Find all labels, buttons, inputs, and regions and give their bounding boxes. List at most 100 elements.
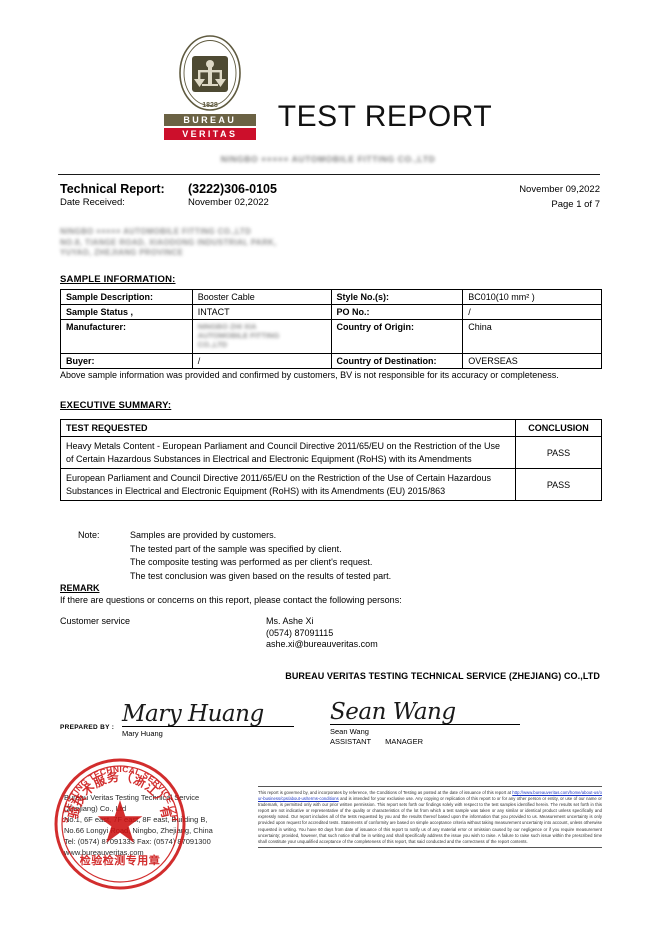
sample-information-table: Sample Description: Booster Cable Style … <box>60 289 602 369</box>
svg-text:1828: 1828 <box>202 102 218 109</box>
manufacturer-value: NINGBO ZHI XIA AUTOMOBILE FITTING CO.,LT… <box>191 319 332 354</box>
style-no-label: Style No.(s): <box>330 289 464 305</box>
note-row: Note: Samples are provided by customers.… <box>78 529 598 583</box>
table-row: European Parliament and Council Directiv… <box>60 468 602 501</box>
executive-summary-heading: EXECUTIVE SUMMARY: <box>60 400 172 411</box>
table-row: Buyer: / Country of Destination: OVERSEA… <box>60 353 602 369</box>
footer-address: Bureau Veritas Testing Technical Service… <box>64 792 264 858</box>
date-received-value: November 02,2022 <box>188 197 269 208</box>
report-meta-right: November 09,2022 Page 1 of 7 <box>519 182 600 212</box>
test-requested-header: TEST REQUESTED <box>60 419 516 437</box>
table-row: Manufacturer: NINGBO ZHI XIA AUTOMOBILE … <box>60 319 602 354</box>
sample-status-value: INTACT <box>191 304 332 320</box>
client-address-line-1: NINGBO ××××× AUTOMOBILE FITTING CO.,LTD <box>60 227 252 236</box>
po-no-label: PO No.: <box>330 304 464 320</box>
date-received-row: Date Received: November 02,2022 <box>60 197 600 208</box>
remark-title: REMARK <box>60 583 100 593</box>
remark-block: REMARK If there are questions or concern… <box>60 583 600 662</box>
conclusion-2: PASS <box>515 468 602 501</box>
bv-wordmark: BUREAU VERITAS <box>163 114 256 140</box>
approver-title-b: MANAGER <box>385 736 424 746</box>
disclaimer-text: This report is governed by, and incorpor… <box>258 790 602 845</box>
table-header-row: TEST REQUESTED CONCLUSION <box>60 419 602 437</box>
client-address-line-3: YUYAO, ZHEJIANG PROVINCE <box>60 248 184 257</box>
conclusion-header: CONCLUSION <box>515 419 602 437</box>
executive-summary-table: TEST REQUESTED CONCLUSION Heavy Metals C… <box>60 419 602 501</box>
contact-name: Ms. Ashe Xi <box>266 616 314 626</box>
footer-address-line: (Zhejiang) Co., Ltd <box>64 804 127 813</box>
country-of-destination-label: Country of Destination: <box>330 353 464 369</box>
legal-disclaimer: This report is governed by, and incorpor… <box>258 786 602 848</box>
client-address-line-2: NO.8, TIANGE ROAD, XIAODONG INDUSTRIAL P… <box>60 237 277 247</box>
disclaimer-part2: and is intended for your exclusive use. … <box>258 796 602 844</box>
buyer-value: / <box>191 353 332 369</box>
note-item: The test conclusion was given based on t… <box>130 570 392 581</box>
country-of-origin-label: Country of Origin: <box>330 319 464 354</box>
footer-address-line: No.1, 6F east, 7F east, 8F east, Buildin… <box>64 815 208 824</box>
buyer-label: Buyer: <box>60 353 193 369</box>
approver-name: Sean Wang <box>330 726 369 736</box>
footer-address-line: Bureau Veritas Testing Technical Service <box>64 793 200 802</box>
conditions-of-testing-link[interactable]: http://www.bureauveritas.com/home/about-… <box>258 790 602 802</box>
signature-mark-preparer: Mary Huang <box>122 701 264 727</box>
bv-wordmark-line2: VERITAS <box>163 127 256 140</box>
country-of-origin-value: China <box>462 319 602 354</box>
technical-report-row: Technical Report: (3222)306-0105 <box>60 182 600 196</box>
contact-row: Customer service Ms. Ashe Xi (0574) 8709… <box>60 616 600 662</box>
client-address-redacted: NINGBO ××××× AUTOMOBILE FITTING CO.,LTD … <box>60 227 277 259</box>
top-company-name-redacted: NINGBO ××××× AUTOMOBILE FITTING CO.,LTD <box>220 154 436 164</box>
table-row: Heavy Metals Content - European Parliame… <box>60 436 602 469</box>
country-of-destination-value: OVERSEAS <box>462 353 602 369</box>
prepared-by-label: PREPARED BY : <box>60 724 115 731</box>
contact-role: Customer service <box>60 616 131 626</box>
contact-phone: (0574) 87091115 <box>266 627 334 638</box>
bureau-veritas-logo: 1828 BUREAU VERITAS <box>163 34 256 140</box>
signature-line <box>330 724 520 725</box>
report-header: 1828 BUREAU VERITAS TEST REPORT <box>0 34 656 140</box>
sample-description-value: Booster Cable <box>191 289 332 305</box>
header-divider <box>58 174 600 175</box>
sample-status-label: Sample Status , <box>60 304 193 320</box>
sample-description-label: Sample Description: <box>60 289 193 305</box>
po-no-value: / <box>462 304 602 320</box>
signature-line <box>122 726 294 727</box>
bv-seal-icon: 1828 <box>178 35 241 111</box>
style-no-value: BC010(10 mm² ) <box>462 289 602 305</box>
table-row: Sample Status , INTACT PO No.: / <box>60 304 602 320</box>
report-meta: Technical Report: (3222)306-0105 Date Re… <box>60 182 600 210</box>
table-row: Sample Description: Booster Cable Style … <box>60 289 602 305</box>
signature-block-approver: Sean Wang Sean Wang ASSISTANT MANAGER <box>330 698 520 747</box>
note-item: The tested part of the sample was specif… <box>130 543 342 554</box>
note-item: Samples are provided by customers. <box>130 530 277 540</box>
manufacturer-label: Manufacturer: <box>60 319 193 354</box>
sample-information-heading: SAMPLE INFORMATION: <box>60 274 176 285</box>
issue-date: November 09,2022 <box>519 184 600 195</box>
page-number: Page 1 of 7 <box>551 199 600 210</box>
note-block: Note: Samples are provided by customers.… <box>78 529 598 583</box>
signature-block-preparer: Mary Huang Mary Huang <box>122 700 294 739</box>
footer-address-line: Tel: (0574) 87091333 Fax: (0574) 8709130… <box>64 837 211 846</box>
contact-details: Ms. Ashe Xi (0574) 87091115 ashe.xi@bure… <box>266 616 378 651</box>
test-requested-1: Heavy Metals Content - European Parliame… <box>60 436 516 469</box>
note-label: Note: <box>78 530 100 540</box>
disclaimer-part1: This report is governed by, and incorpor… <box>258 790 513 795</box>
preparer-name: Mary Huang <box>122 728 163 738</box>
remark-intro: If there are questions or concerns on th… <box>60 595 402 605</box>
note-items: Samples are provided by customers. The t… <box>130 529 391 583</box>
note-item: The composite testing was performed as p… <box>130 557 373 567</box>
technical-report-number: (3222)306-0105 <box>188 182 277 196</box>
issuing-company: BUREAU VERITAS TESTING TECHNICAL SERVICE… <box>285 671 600 681</box>
approver-title-a: ASSISTANT <box>330 736 372 746</box>
test-requested-2: European Parliament and Council Directiv… <box>60 468 516 501</box>
footer-address-line: No.66 Longyi Road, Ningbo, Zhejiang, Chi… <box>64 826 213 835</box>
signature-area: PREPARED BY : Mary Huang Mary Huang Sean… <box>60 698 600 760</box>
contact-email[interactable]: ashe.xi@bureauveritas.com <box>266 639 378 649</box>
technical-report-label: Technical Report: <box>60 182 165 196</box>
footer-website[interactable]: www.bureauveritas.com <box>64 848 144 857</box>
sample-information-footnote: Above sample information was provided an… <box>60 370 559 380</box>
date-received-label: Date Received: <box>60 197 125 208</box>
signature-mark-approver: Sean Wang <box>330 699 456 725</box>
bv-wordmark-line1: BUREAU <box>163 114 256 126</box>
conclusion-1: PASS <box>515 436 602 469</box>
